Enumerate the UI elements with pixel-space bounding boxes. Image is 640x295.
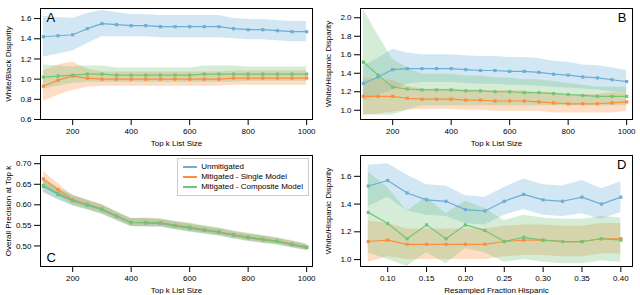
svg-text:1.4: 1.4 (340, 69, 352, 78)
svg-text:Resampled Fraction Hispanic: Resampled Fraction Hispanic (444, 286, 549, 295)
svg-text:0.25: 0.25 (496, 274, 512, 283)
svg-text:1.6: 1.6 (20, 14, 32, 23)
svg-text:D: D (617, 157, 626, 172)
svg-text:1000: 1000 (618, 127, 636, 136)
svg-text:Top k List Size: Top k List Size (151, 286, 203, 295)
svg-text:1.0: 1.0 (340, 106, 352, 115)
html-text:Unmitigated: Unmitigated (201, 162, 244, 171)
svg-text:White/Hispanic Disparity: White/Hispanic Disparity (324, 168, 333, 255)
svg-text:0.30: 0.30 (535, 274, 551, 283)
html-text:Mitigated - Composite Model: Mitigated - Composite Model (201, 182, 303, 191)
svg-text:Top k List Size: Top k List Size (151, 139, 203, 148)
html-text:Mitigated - Single Model: Mitigated - Single Model (201, 172, 287, 181)
svg-text:1.4: 1.4 (340, 200, 352, 209)
svg-text:1.0: 1.0 (20, 75, 32, 84)
svg-text:1.4: 1.4 (20, 34, 32, 43)
svg-text:1.6: 1.6 (340, 172, 352, 181)
svg-text:0.8: 0.8 (20, 95, 32, 104)
svg-text:0.40: 0.40 (613, 274, 629, 283)
svg-text:800: 800 (561, 127, 575, 136)
svg-text:1.0: 1.0 (340, 255, 352, 264)
svg-text:1.2: 1.2 (340, 227, 352, 236)
svg-text:800: 800 (241, 274, 255, 283)
svg-text:0.70: 0.70 (16, 159, 32, 168)
svg-text:2.0: 2.0 (340, 13, 352, 22)
svg-text:1000: 1000 (298, 274, 316, 283)
svg-text:0.6: 0.6 (20, 115, 32, 124)
svg-text:0.10: 0.10 (380, 274, 396, 283)
svg-text:600: 600 (503, 127, 517, 136)
svg-text:800: 800 (241, 127, 255, 136)
svg-text:B: B (618, 10, 627, 25)
svg-text:200: 200 (66, 127, 80, 136)
svg-text:400: 400 (124, 127, 138, 136)
svg-text:White/Hispanic Disparity: White/Hispanic Disparity (324, 21, 333, 108)
svg-text:200: 200 (66, 274, 80, 283)
svg-text:1000: 1000 (298, 127, 316, 136)
svg-text:0.20: 0.20 (458, 274, 474, 283)
svg-text:Overall Precision at Top k: Overall Precision at Top k (4, 165, 13, 257)
svg-text:0.15: 0.15 (419, 274, 435, 283)
svg-text:White/Black Disparity: White/Black Disparity (4, 26, 13, 102)
svg-text:1.2: 1.2 (20, 55, 32, 64)
svg-text:1.6: 1.6 (340, 50, 352, 59)
svg-text:400: 400 (124, 274, 138, 283)
svg-text:0.65: 0.65 (16, 180, 32, 189)
svg-text:C: C (47, 250, 56, 265)
svg-text:0.50: 0.50 (16, 242, 32, 251)
svg-text:400: 400 (444, 127, 458, 136)
svg-text:A: A (47, 10, 56, 25)
svg-text:0.60: 0.60 (16, 200, 32, 209)
svg-text:600: 600 (183, 274, 197, 283)
svg-text:600: 600 (183, 127, 197, 136)
svg-text:1.8: 1.8 (340, 32, 352, 41)
svg-text:0.35: 0.35 (574, 274, 590, 283)
svg-text:0.55: 0.55 (16, 221, 32, 230)
svg-text:200: 200 (386, 127, 400, 136)
svg-text:Top k List Size: Top k List Size (471, 139, 523, 148)
svg-text:1.2: 1.2 (340, 87, 352, 96)
